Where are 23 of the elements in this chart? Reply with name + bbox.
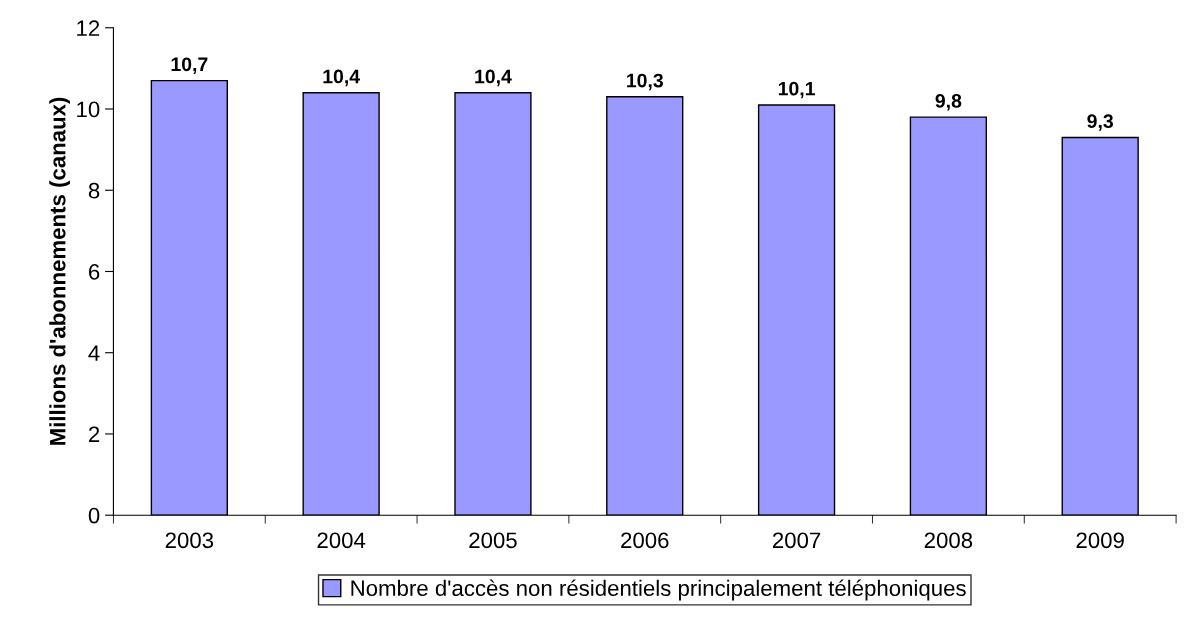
data-label: 10,1 — [778, 81, 815, 99]
x-tick-label: 2009 — [1076, 532, 1124, 549]
data-label: 9,8 — [935, 93, 962, 111]
y-tick-label: 12 — [77, 20, 100, 36]
x-tick-label: 2006 — [621, 532, 669, 549]
y-tick-label: 2 — [89, 426, 100, 443]
y-tick-label: 8 — [88, 182, 100, 199]
data-label: 10,4 — [323, 69, 360, 87]
x-tick-label: 2004 — [317, 532, 366, 549]
x-tick-label: 2007 — [772, 532, 821, 549]
data-label: 10,3 — [627, 73, 663, 91]
y-tick-label: 6 — [89, 264, 100, 280]
legend-label: Nombre d'accès non résidentiels principalement téléphoniques — [351, 579, 966, 601]
y-tick-label: 10 — [77, 101, 100, 118]
data-label: 10,7 — [171, 57, 208, 74]
data-label: 9,3 — [1087, 114, 1113, 131]
x-tick-label: 2003 — [165, 532, 214, 549]
x-tick-label: 2005 — [469, 532, 517, 549]
y-tick-label: 0 — [88, 507, 100, 524]
x-tick-label: 2008 — [924, 532, 973, 549]
y-tick-label: 4 — [88, 345, 100, 361]
data-label: 10,4 — [475, 69, 512, 87]
y-axis-title: Millions d'abonnements (canaux) — [49, 97, 70, 445]
